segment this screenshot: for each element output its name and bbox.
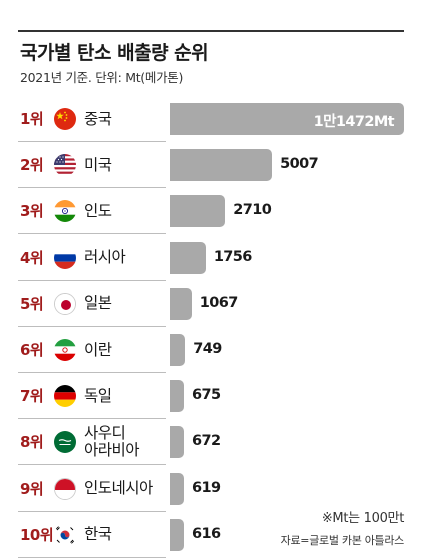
country-label: 인도네시아 [84,479,153,498]
south-korea-flag-icon [54,523,76,546]
row-divider [18,187,166,189]
bar [170,472,184,505]
row-divider [18,325,166,327]
country-label: 미국 [84,155,112,174]
chart-row: 7위 독일 675 [0,373,432,420]
chart-row: 10위 한국 616 [0,512,432,558]
value-label: 1만1472Mt [313,114,395,130]
rank-label: 8위 [20,433,44,452]
chart-subtitle: 2021년 기준. 단위: Mt(메가톤) [20,70,184,85]
bar [170,334,186,366]
china-flag-icon [54,108,76,130]
country-label: 인도 [84,201,112,220]
value-label: 672 [192,433,221,450]
unit-note: ※Mt는 100만t [321,511,404,526]
row-divider [18,372,166,373]
chart-row: 1위 중국 1만1472Mt [0,96,432,142]
value-label: 5007 [280,156,319,173]
bar [170,103,404,135]
top-rule [18,30,404,32]
rank-label: 4위 [20,248,44,267]
row-divider [18,233,166,235]
chart-row: 5위 일본 1067 [0,281,432,327]
value-label: 749 [193,341,222,357]
country-label: 한국 [84,525,112,544]
rank-label: 2위 [20,156,44,175]
chart-row: 6위 이란 749 [0,327,432,373]
bar [170,518,184,551]
rank-label: 6위 [20,341,44,359]
country-label: 사우디 아라비아 [84,424,140,460]
saudi-arabia-flag-icon [54,431,76,454]
row-divider [18,141,166,142]
row-divider [18,418,166,420]
germany-flag-icon [54,385,76,408]
usa-flag-icon [54,154,76,177]
russia-flag-icon [54,246,76,269]
bar [170,426,184,459]
value-label: 1067 [199,294,239,311]
country-label: 러시아 [84,248,126,267]
country-label: 독일 [84,386,112,405]
chart-row: 9위 인도네시아 619 [0,466,432,512]
bar [170,241,206,274]
chart-row: 3위 인도 2710 [0,188,432,235]
india-flag-icon [54,200,76,223]
bar [170,287,192,320]
country-label: 중국 [84,109,112,128]
rank-label: 5위 [20,294,44,313]
value-label: 619 [192,479,221,496]
bar [170,380,184,413]
value-label: 675 [192,387,221,404]
japan-flag-icon [54,292,76,315]
chart-row: 4위 러시아 1756 [0,235,432,281]
value-label: 1756 [213,248,253,265]
rank-label: 3위 [20,202,44,221]
country-label: 일본 [84,294,112,313]
rank-label: 7위 [20,387,44,406]
rank-label: 10위 [20,525,54,544]
row-divider [18,464,166,466]
rank-label: 9위 [20,479,44,498]
source-credit: 자료=글로벌 카본 아틀라스 [280,534,405,547]
chart-title: 국가별 탄소 배출량 순위 [20,42,209,64]
value-label: 2710 [233,202,272,219]
chart-row: 8위 사우디 아라비아 672 [0,419,432,466]
chart-row: 2위 미국 5007 [0,142,432,189]
country-label: 이란 [84,340,112,359]
iran-flag-icon [54,339,76,361]
bar [170,195,226,228]
value-label: 616 [192,525,221,542]
row-divider [18,279,166,281]
bar [170,149,273,182]
row-divider [18,510,166,512]
indonesia-flag-icon [54,477,76,500]
rank-label: 1위 [20,110,44,128]
